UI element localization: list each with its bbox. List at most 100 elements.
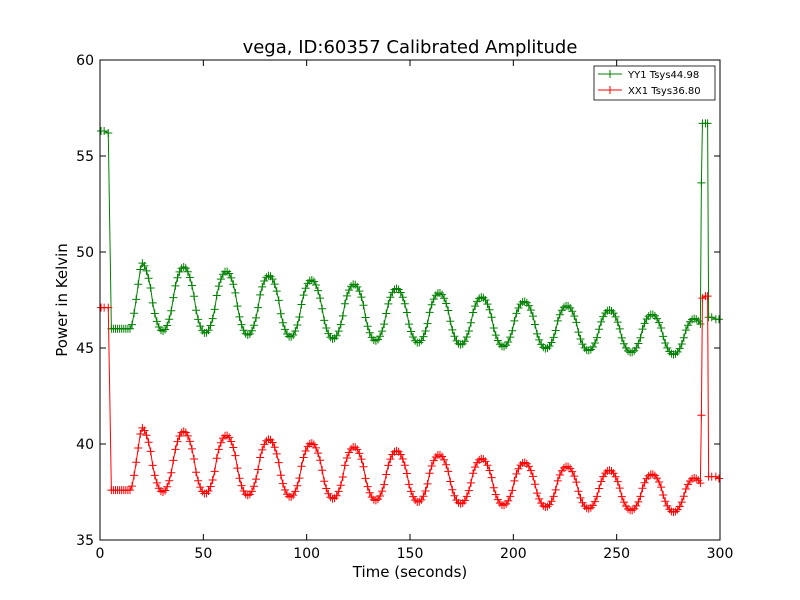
data-point xyxy=(402,308,411,317)
data-point xyxy=(357,455,366,464)
data-point xyxy=(547,497,556,506)
data-point xyxy=(165,476,174,485)
data-point xyxy=(190,454,199,463)
data-point xyxy=(423,479,432,488)
data-point xyxy=(648,310,657,319)
data-point xyxy=(576,335,585,344)
data-point xyxy=(464,326,473,335)
data-point xyxy=(679,333,688,342)
data-point xyxy=(196,322,205,331)
data-point xyxy=(508,326,517,335)
data-point xyxy=(398,455,407,464)
data-point xyxy=(638,325,647,334)
data-point xyxy=(140,261,149,270)
data-point xyxy=(539,501,548,510)
data-point xyxy=(214,445,223,454)
data-point xyxy=(371,496,380,505)
legend-marker-yy1 xyxy=(606,70,614,78)
data-point xyxy=(588,343,597,352)
data-point xyxy=(336,481,345,490)
data-point xyxy=(305,439,314,448)
data-point xyxy=(185,273,194,282)
data-point xyxy=(671,349,680,358)
data-point xyxy=(460,496,469,505)
data-point xyxy=(707,313,716,322)
data-point xyxy=(697,411,706,420)
data-point xyxy=(489,483,498,492)
data-point xyxy=(338,472,347,481)
data-point xyxy=(249,482,258,491)
y-tick-label: 55 xyxy=(76,149,94,165)
data-point xyxy=(572,318,581,327)
data-point xyxy=(456,340,465,349)
data-point xyxy=(504,337,513,346)
data-point xyxy=(256,290,265,299)
data-point xyxy=(613,318,622,327)
data-point xyxy=(671,507,680,516)
data-point xyxy=(415,338,424,347)
data-point xyxy=(314,449,323,458)
data-point xyxy=(150,309,159,318)
data-point xyxy=(570,312,579,321)
data-point xyxy=(595,484,604,493)
data-point xyxy=(597,317,606,326)
data-point xyxy=(243,491,252,500)
data-point xyxy=(599,472,608,481)
data-point xyxy=(355,449,364,458)
data-point xyxy=(504,496,513,505)
data-point xyxy=(320,477,329,486)
data-point xyxy=(419,332,428,341)
data-point xyxy=(332,491,341,500)
data-point xyxy=(187,281,196,290)
data-point xyxy=(429,456,438,465)
data-point xyxy=(524,462,533,471)
data-point xyxy=(384,461,393,470)
data-point xyxy=(225,433,234,442)
data-point xyxy=(258,445,267,454)
data-point xyxy=(477,293,486,302)
data-point xyxy=(175,267,184,276)
data-point xyxy=(342,454,351,463)
data-point xyxy=(512,469,521,478)
data-point xyxy=(555,470,564,479)
data-point xyxy=(526,466,535,475)
data-point xyxy=(396,450,405,459)
data-point xyxy=(615,324,624,333)
data-point xyxy=(469,469,478,478)
data-point xyxy=(638,484,647,493)
data-point xyxy=(187,444,196,453)
data-point xyxy=(233,464,242,473)
data-point xyxy=(380,320,389,329)
data-point xyxy=(223,431,232,440)
data-point xyxy=(421,486,430,495)
data-point xyxy=(347,444,356,453)
data-point xyxy=(446,477,455,486)
data-point xyxy=(340,461,349,470)
data-point xyxy=(287,492,296,501)
data-point xyxy=(169,293,178,302)
data-point xyxy=(136,265,145,274)
data-point xyxy=(400,299,409,308)
data-point xyxy=(274,296,283,305)
data-point xyxy=(272,449,281,458)
data-point xyxy=(657,324,666,333)
data-point xyxy=(380,480,389,489)
data-point xyxy=(665,505,674,514)
data-point xyxy=(212,454,221,463)
data-point xyxy=(495,499,504,508)
x-tick-label: 0 xyxy=(96,546,105,562)
data-point xyxy=(159,327,168,336)
data-point xyxy=(260,440,269,449)
data-point xyxy=(311,443,320,452)
data-point xyxy=(369,495,378,504)
data-point xyxy=(359,301,368,310)
data-point xyxy=(528,312,537,321)
data-point xyxy=(659,490,668,499)
data-point xyxy=(270,280,279,289)
data-point xyxy=(142,431,151,440)
data-point xyxy=(210,305,219,314)
data-point xyxy=(409,333,418,342)
series-layer xyxy=(97,119,723,517)
data-point xyxy=(462,332,471,341)
data-point xyxy=(299,291,308,300)
